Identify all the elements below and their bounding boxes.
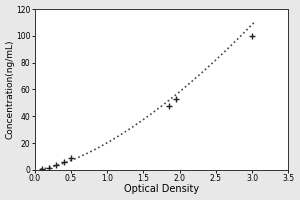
X-axis label: Optical Density: Optical Density xyxy=(124,184,199,194)
Y-axis label: Concentration(ng/mL): Concentration(ng/mL) xyxy=(6,40,15,139)
